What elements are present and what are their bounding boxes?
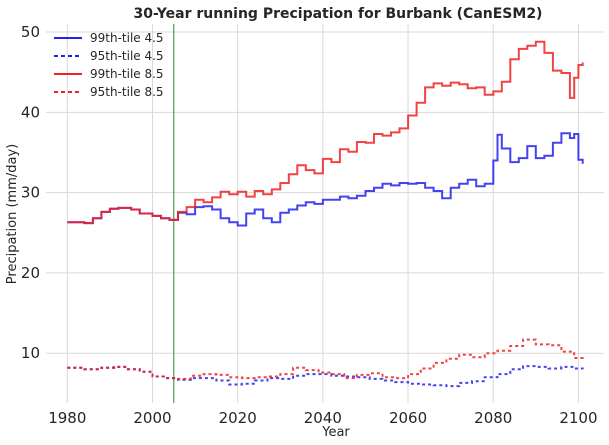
y-axis-title: Precipation (mm/day) [5, 144, 20, 284]
legend-label-4: 95th-tile 8.5 [90, 85, 164, 99]
tick-labels: 1980 2000 2020 2040 2060 2080 2100 10 20 30 40 50 [21, 23, 598, 427]
x-tick-label: 2100 [559, 409, 597, 427]
x-tick-label: 2020 [219, 409, 257, 427]
x-tick-label: 2040 [304, 409, 342, 427]
legend-label-2: 95th-tile 4.5 [90, 49, 164, 63]
y-tick-label: 40 [21, 103, 40, 121]
x-axis-title: Year [321, 425, 350, 440]
x-tick-label: 2060 [389, 409, 427, 427]
series-layer [67, 40, 584, 388]
series-line-3 [67, 40, 584, 225]
y-tick-label: 50 [21, 23, 40, 41]
legend-label-3: 99th-tile 8.5 [90, 67, 164, 81]
y-tick-label: 10 [21, 344, 40, 362]
x-tick-label: 2000 [133, 409, 171, 427]
legend-label-1: 99th-tile 4.5 [90, 31, 164, 45]
y-tick-label: 30 [21, 184, 40, 202]
x-tick-label: 1980 [48, 409, 86, 427]
chart-title: 30-Year running Precipation for Burbank … [134, 6, 543, 22]
x-tick-label: 2080 [474, 409, 512, 427]
legend: 99th-tile 4.5 95th-tile 4.5 99th-tile 8.5 9… [54, 31, 164, 99]
y-tick-label: 20 [21, 264, 40, 282]
